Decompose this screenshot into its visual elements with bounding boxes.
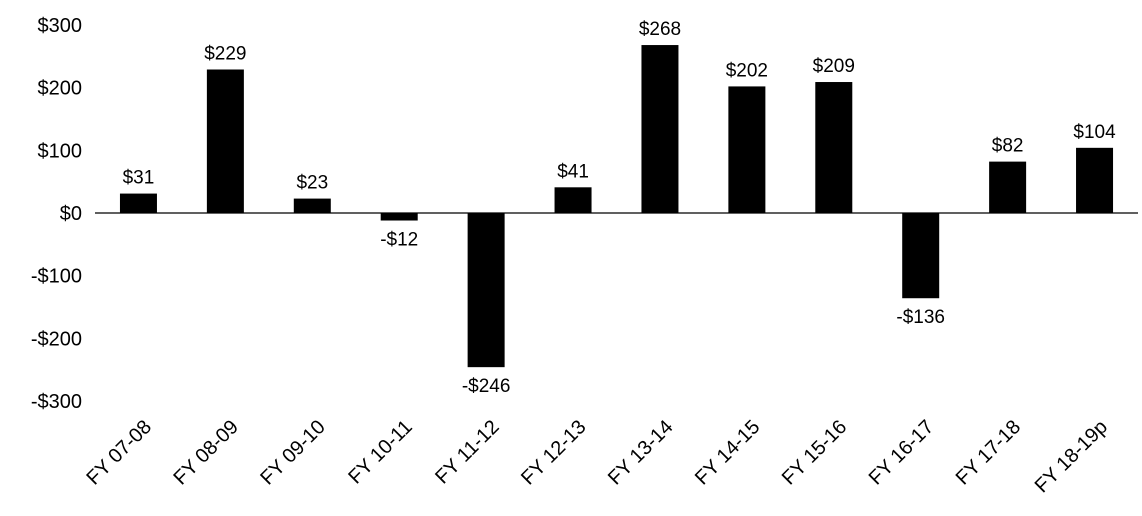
data-label: $229 [204,43,246,64]
x-tick-label: FY 09-10 [256,416,329,489]
y-tick-label: $200 [38,78,83,100]
x-tick-label: FY 14-15 [691,416,764,489]
bars [119,45,1114,368]
x-tick-label: FY 10-11 [344,416,416,488]
data-label: $268 [639,19,681,40]
y-tick-label: $0 [60,203,82,225]
y-tick-label: -$200 [31,328,82,350]
bar [119,193,157,213]
data-label: $31 [123,168,155,189]
bar [815,82,853,213]
data-label: $23 [296,173,328,194]
x-tick-label: FY 12-13 [517,416,590,489]
y-tick-label: $100 [38,140,83,162]
data-label: $41 [557,161,589,182]
x-tick-label: FY 08-09 [169,416,242,489]
data-label: $202 [726,60,768,81]
x-tick-label: FY 13-14 [604,416,677,489]
x-tick-label: FY 15-16 [778,416,851,489]
data-label: -$12 [380,230,418,251]
bar [293,198,331,213]
bar [641,45,679,214]
bar [902,213,940,299]
x-tick-label: FY 16-17 [865,416,938,489]
data-label: $104 [1073,122,1116,143]
bar [728,86,766,213]
data-label: $82 [992,136,1024,157]
data-labels: $31 $229 $23 -$12 -$246 $41 $268 $202 $209 -$136 $… [123,19,1116,397]
bar [554,187,592,213]
y-axis-tick-labels: $300 $200 $100 $0 -$100 -$200 -$300 [31,15,82,413]
bar [1076,147,1114,213]
y-tick-label: -$100 [31,266,82,288]
data-label: -$136 [896,307,945,328]
bar [467,213,505,368]
x-tick-label: FY 07-08 [83,416,156,489]
bar [206,69,244,213]
y-tick-label: -$300 [31,391,82,413]
x-tick-label: FY 18-19p [1031,416,1112,497]
x-tick-label: FY 11-12 [431,416,503,488]
bar [380,213,418,221]
x-tick-label: FY 17-18 [952,416,1025,489]
y-tick-label: $300 [38,15,83,37]
data-label: $209 [813,56,855,77]
bar [989,161,1027,213]
data-label: -$246 [462,376,511,397]
x-axis-category-labels: FY 07-08 FY 08-09 FY 09-10 FY 10-11 FY 11-12… [83,416,1113,497]
